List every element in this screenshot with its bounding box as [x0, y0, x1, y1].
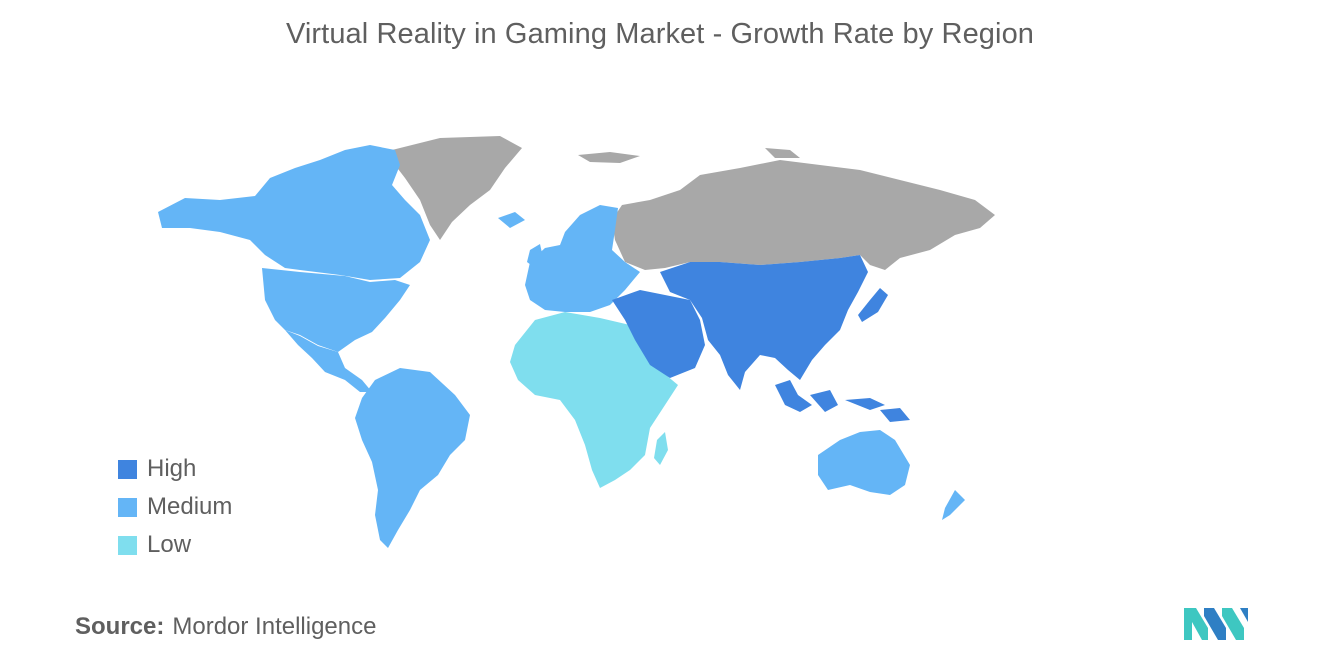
region-canada — [158, 145, 430, 280]
legend-swatch-low — [118, 535, 137, 555]
source-credit: Source: Mordor Intelligence — [75, 613, 376, 641]
region-australia — [818, 430, 910, 495]
legend-item-high: High — [118, 450, 232, 488]
legend-item-medium: Medium — [118, 488, 232, 526]
region-middle-east — [612, 290, 705, 378]
region-iceland — [498, 212, 525, 228]
legend-item-low: Low — [118, 526, 232, 564]
region-greenland — [392, 136, 522, 240]
region-central-south-east-asia — [660, 255, 868, 390]
mordor-intelligence-logo — [1184, 608, 1248, 640]
region-japan — [858, 288, 888, 322]
source-label: Source: — [75, 613, 165, 640]
legend-label-low: Low — [147, 531, 192, 558]
legend-label-high: High — [147, 455, 197, 482]
legend-swatch-high — [118, 459, 137, 479]
region-new-zealand — [942, 490, 965, 520]
region-south-america — [355, 368, 470, 548]
region-madagascar — [654, 432, 668, 465]
source-value: Mordor Intelligence — [172, 613, 377, 640]
region-africa — [510, 312, 678, 488]
region-mexico-central-america — [285, 330, 372, 392]
legend-swatch-medium — [118, 497, 137, 517]
region-usa — [262, 268, 410, 352]
region-europe — [525, 205, 640, 312]
chart-title: Virtual Reality in Gaming Market - Growt… — [285, 18, 1035, 50]
legend-label-medium: Medium — [147, 493, 233, 520]
legend: High Medium Low — [118, 450, 232, 564]
region-arctic-islands — [578, 148, 800, 192]
region-southeast-asia-islands — [775, 380, 910, 422]
region-uk-ireland — [527, 244, 544, 268]
region-russia — [612, 160, 995, 270]
